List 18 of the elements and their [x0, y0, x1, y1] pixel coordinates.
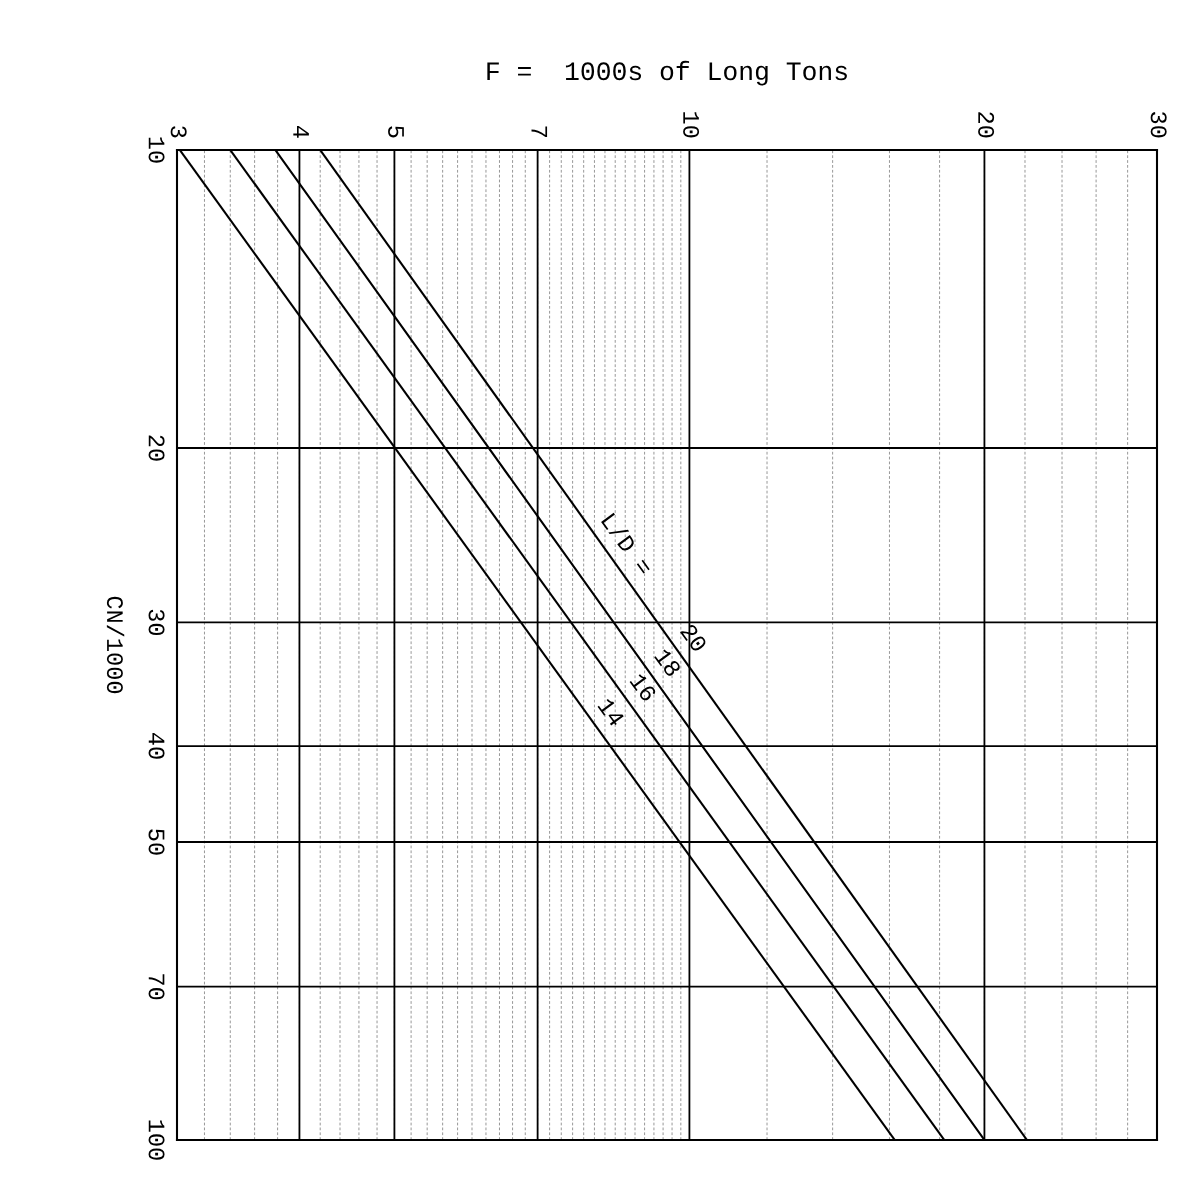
x-tick-label: 10	[683, 112, 700, 138]
text: 20	[679, 623, 708, 653]
y-tick-label: 20	[148, 435, 165, 461]
text: 14	[597, 697, 626, 728]
y-tick-label: 50	[148, 829, 165, 855]
x-tick-label: 20	[978, 112, 995, 138]
y-tick-label: 70	[148, 974, 165, 1000]
y-tick-label: 30	[148, 609, 165, 636]
x-tick-label: 3	[170, 126, 187, 138]
y-tick-label: 100	[148, 1120, 165, 1160]
x-tick-label: 7	[531, 126, 548, 138]
y-axis-title: CN/1000	[106, 596, 125, 694]
x-tick-label: 30	[1150, 112, 1167, 138]
x-tick-label: 5	[388, 126, 404, 138]
annotation: L/D =	[600, 511, 655, 577]
x-tick-label: 4	[293, 125, 309, 138]
y-tick-label: 40	[148, 733, 165, 759]
x-axis-title: F = 1000s of Long Tons	[487, 60, 847, 86]
